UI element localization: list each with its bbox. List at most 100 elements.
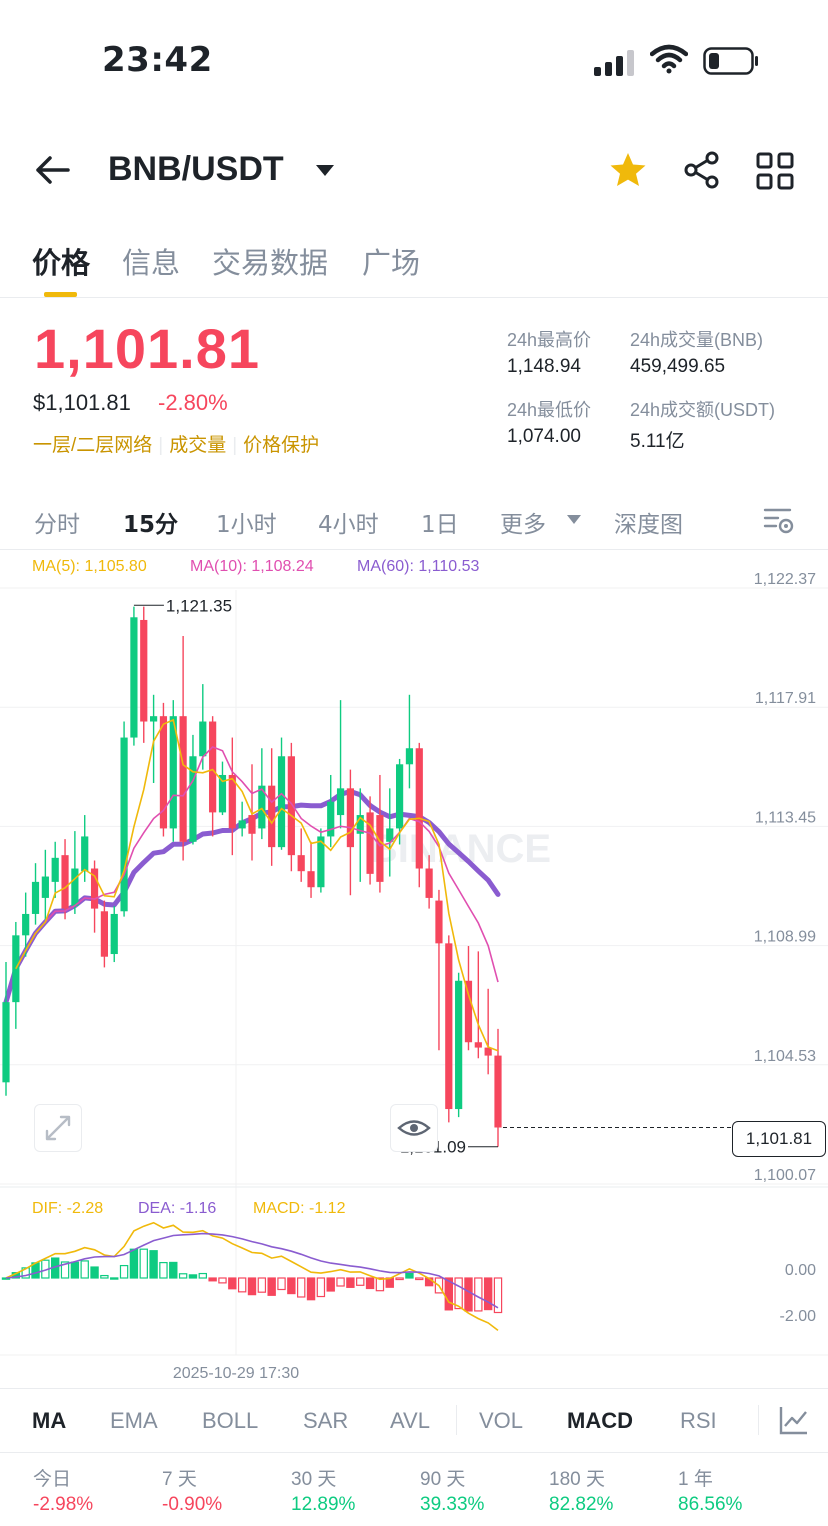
perf-value-1y: 86.56% [678,1494,743,1515]
ma5-legend: MA(5): 1,105.80 [32,558,147,575]
candlestick-chart[interactable]: BINANCE 1,122.37 1,117.91 1,113.45 1,108.99… [0,550,828,1386]
share-icon[interactable] [682,150,722,190]
macd-histogram-bar [405,1272,414,1279]
chart-settings-icon[interactable] [762,505,796,535]
candle-body [120,737,128,912]
indicator-avl[interactable]: AVL [390,1408,430,1433]
macd-histogram-bar [415,1277,424,1281]
candle-body [425,868,433,898]
back-arrow-icon[interactable] [32,150,72,190]
indicator-macd[interactable]: MACD [567,1408,633,1433]
indicator-vol[interactable]: VOL [479,1408,524,1433]
battery-icon [703,47,758,75]
indicator-boll[interactable]: BOLL [202,1408,259,1433]
tab-trading-data[interactable]: 交易数据 [212,246,329,280]
perf-label-30d: 30 天 [291,1469,337,1490]
divider [456,1405,457,1435]
candle-body [61,855,69,909]
price-axis-label: 1,122.37 [754,571,816,588]
interval-more[interactable]: 更多 [500,512,546,538]
indicator-settings-icon[interactable] [778,1404,810,1436]
favorite-star-icon[interactable] [608,150,648,190]
candle-body [346,788,354,848]
perf-value-90d: 39.33% [420,1494,485,1515]
visibility-button[interactable] [390,1104,438,1152]
candle-body [150,716,158,722]
interval-1h[interactable]: 1小时 [216,512,277,538]
indicator-ma[interactable]: MA [32,1408,67,1433]
macd-histogram-bar [129,1248,139,1279]
candle-body [464,980,473,1043]
tag-link-volume[interactable]: 成交量 [169,435,227,456]
high-price-marker: 1,121.35 [166,596,232,615]
candle-body [90,868,99,909]
tab-price[interactable]: 价格 [32,246,91,280]
tab-square[interactable]: 广场 [362,246,421,280]
stat-low-label: 24h最低价 [507,400,592,420]
candle-body [258,785,266,829]
dif-line [5,1221,499,1332]
candle-body [445,943,453,1110]
macd-histogram-bar [169,1261,178,1279]
divider [758,1405,759,1435]
macd-histogram-bar [356,1277,365,1286]
pair-dropdown-icon[interactable] [316,165,334,176]
divider [0,1388,828,1389]
candle-body [179,716,187,842]
candle-body [376,815,384,882]
indicator-ema[interactable]: EMA [110,1408,158,1433]
tag-links: 一层/二层网络 | 成交量 | 价格保护 [33,430,319,457]
fullscreen-button[interactable] [34,1104,82,1152]
candle-body [130,617,138,738]
candle-body [396,764,404,829]
price-axis-label: 1,104.53 [754,1048,816,1065]
candle-body [71,868,79,906]
price-axis-label: 1,108.99 [754,929,816,946]
macd-axis-label: -2.00 [780,1308,817,1325]
stat-high-value: 1,148.94 [507,356,581,377]
interval-1d[interactable]: 1日 [421,512,459,538]
interval-4h[interactable]: 4小时 [318,512,379,538]
macd-axis-label: 0.00 [785,1262,816,1279]
ma60-legend: MA(60): 1,110.53 [357,558,480,575]
depth-chart-tab[interactable]: 深度图 [614,512,683,538]
indicator-rsi[interactable]: RSI [680,1408,717,1433]
tag-link-price-protection[interactable]: 价格保护 [243,435,320,456]
candle-body [159,716,168,829]
perf-label-7d: 7 天 [162,1469,197,1490]
candle-body [327,801,335,837]
indicator-sar[interactable]: SAR [303,1408,349,1433]
candle-body [209,721,217,813]
pair-title[interactable]: BNB/USDT [108,150,284,188]
macd-histogram-bar [336,1277,345,1287]
tag-divider: | [232,435,238,456]
candle-body [277,756,286,848]
candle-body [386,828,394,842]
chevron-down-icon[interactable] [567,515,581,524]
candle-body [51,857,59,882]
macd-histogram-bar [306,1277,316,1301]
macd-histogram-bar [326,1277,335,1292]
macd-histogram-bar [454,1277,463,1310]
candle-body [100,911,108,957]
perf-label-today: 今日 [33,1469,72,1490]
candle-body [169,716,177,829]
macd-histogram-bar [110,1277,119,1280]
tag-link-network[interactable]: 一层/二层网络 [33,435,153,456]
dif-legend: DIF: -2.28 [32,1200,104,1217]
perf-value-today: -2.98% [33,1494,94,1515]
candle-body [494,1055,502,1128]
macd-histogram-bar [287,1277,296,1295]
interval-15m[interactable]: 15分 [123,512,179,538]
tab-info[interactable]: 信息 [122,246,181,280]
grid-menu-icon[interactable] [756,152,794,190]
ma5-line [15,718,499,1052]
macd-histogram-bar [395,1277,404,1281]
macd-histogram-bar [100,1274,109,1279]
candle-body [356,815,364,834]
candle-body [405,748,414,765]
macd-histogram-bar [70,1261,80,1279]
stat-low-value: 1,074.00 [507,426,581,447]
interval-line[interactable]: 分时 [34,512,80,538]
perf-label-1y: 1 年 [678,1469,713,1490]
